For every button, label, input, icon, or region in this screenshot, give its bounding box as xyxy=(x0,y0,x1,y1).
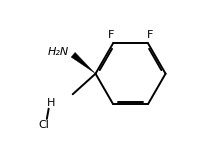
Polygon shape xyxy=(71,52,95,73)
Text: Cl: Cl xyxy=(38,120,49,130)
Text: H₂N: H₂N xyxy=(48,47,69,57)
Text: F: F xyxy=(108,30,115,40)
Text: F: F xyxy=(146,30,153,40)
Text: H: H xyxy=(47,98,56,108)
